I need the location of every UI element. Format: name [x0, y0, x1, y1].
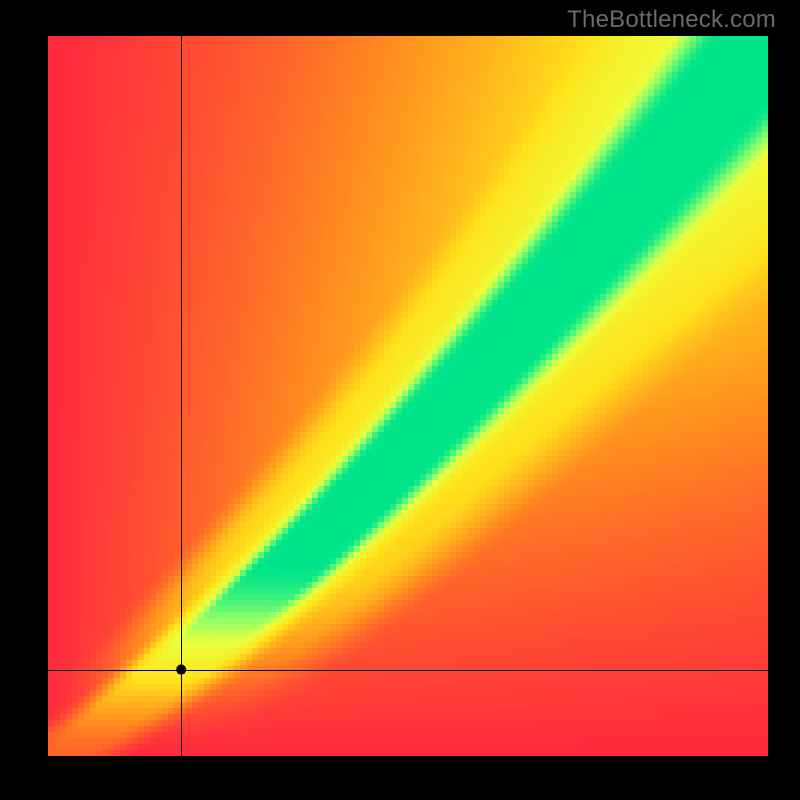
- chart-container: TheBottleneck.com: [0, 0, 800, 800]
- bottleneck-heatmap: [48, 36, 768, 756]
- watermark-text: TheBottleneck.com: [567, 6, 776, 34]
